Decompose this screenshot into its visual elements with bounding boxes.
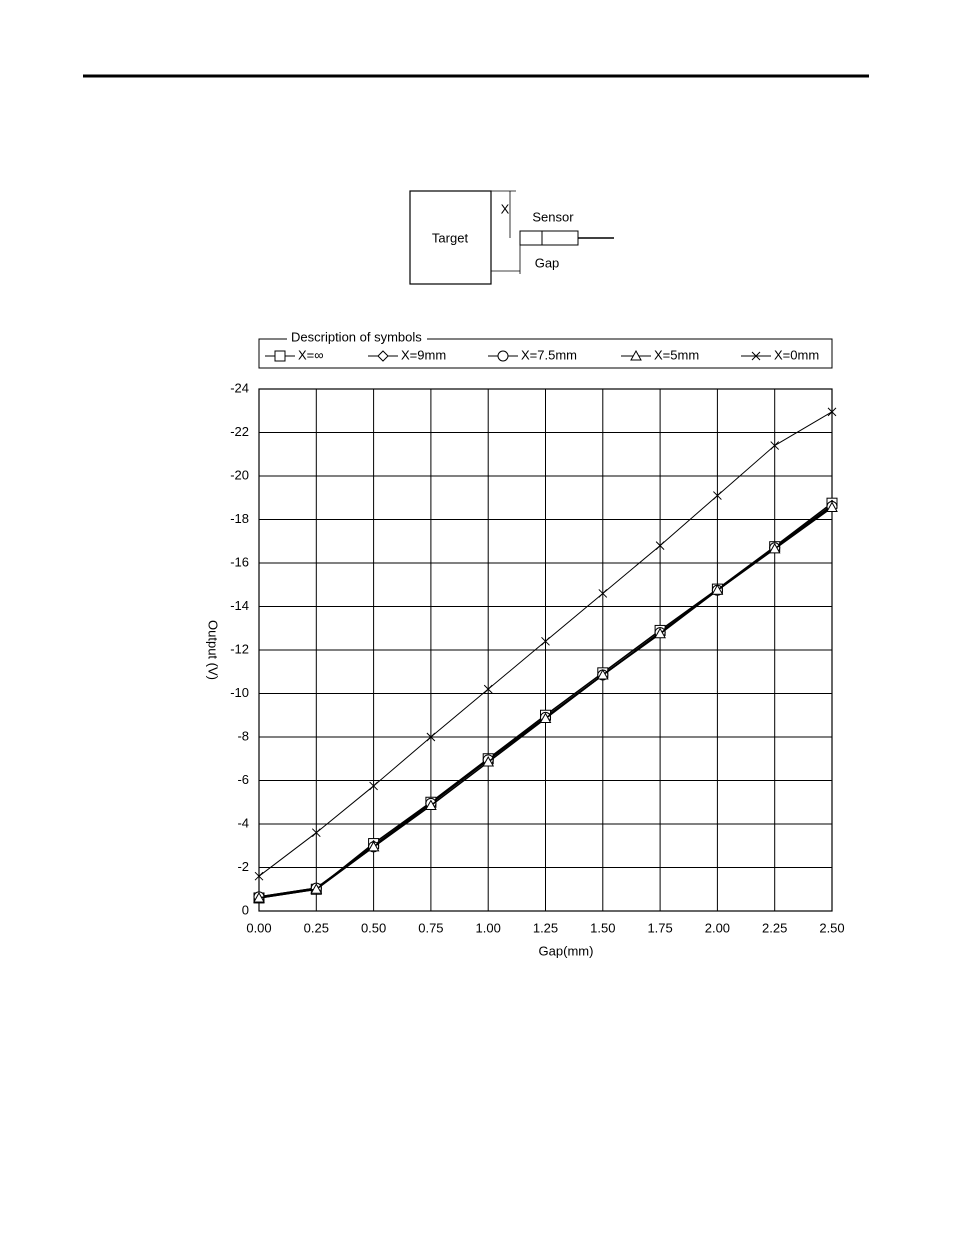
marker — [598, 589, 608, 598]
x-tick-label: 2.25 — [762, 920, 787, 935]
y-tick-label: -14 — [230, 598, 249, 613]
marker — [827, 407, 837, 417]
marker — [654, 627, 666, 639]
marker — [655, 541, 665, 550]
diagram-label: Gap — [535, 255, 560, 270]
marker — [274, 350, 286, 362]
marker — [310, 883, 323, 894]
marker — [377, 350, 389, 362]
y-tick-label: -10 — [230, 685, 249, 700]
marker — [630, 349, 642, 361]
marker — [483, 684, 493, 694]
x-tick-label: 0.50 — [361, 920, 386, 935]
marker — [497, 350, 509, 362]
y-tick-label: -18 — [230, 511, 249, 526]
diagram-label: X — [501, 201, 510, 216]
marker — [253, 891, 265, 903]
y-tick-label: -4 — [237, 815, 249, 830]
x-tick-label: 0.25 — [304, 920, 329, 935]
target-box — [409, 190, 492, 285]
y-tick-label: -16 — [230, 554, 249, 569]
legend-title-bg — [287, 330, 427, 346]
legend-title: Description of symbols — [291, 329, 422, 344]
x-tick-label: 1.50 — [590, 920, 615, 935]
y-tick-label: 0 — [242, 902, 249, 917]
y-axis-label: Output (V) — [206, 620, 221, 680]
x-tick-label: 1.75 — [647, 920, 672, 935]
x-tick-label: 0.00 — [246, 920, 271, 935]
marker — [426, 732, 436, 742]
legend-box — [258, 338, 833, 369]
marker — [541, 636, 550, 646]
y-tick-label: -8 — [237, 728, 249, 743]
marker — [596, 668, 609, 680]
legend-label: X=0mm — [774, 347, 819, 362]
marker — [751, 351, 761, 361]
marker — [311, 828, 321, 838]
legend-label: X=9mm — [401, 347, 446, 362]
y-tick-label: -20 — [230, 467, 249, 482]
y-tick-label: -24 — [230, 380, 249, 395]
y-tick-label: -22 — [230, 424, 249, 439]
marker — [711, 584, 724, 595]
marker — [367, 840, 380, 852]
marker — [539, 712, 552, 724]
x-tick-label: 0.75 — [418, 920, 443, 935]
marker — [713, 491, 722, 500]
diagram-label: Target — [432, 230, 469, 245]
y-tick-label: -2 — [237, 859, 249, 874]
legend-label: X=7.5mm — [521, 347, 577, 362]
diagram — [409, 190, 614, 285]
marker — [768, 542, 781, 554]
plot-frame — [258, 388, 833, 912]
marker — [254, 871, 264, 881]
x-tick-label: 1.25 — [533, 920, 558, 935]
legend-label: X=5mm — [654, 347, 699, 362]
x-tick-label: 2.50 — [819, 920, 844, 935]
marker — [826, 501, 838, 513]
x-axis-label: Gap(mm) — [539, 943, 594, 958]
marker — [369, 781, 378, 791]
y-tick-label: -6 — [237, 772, 249, 787]
marker — [482, 755, 495, 767]
diagram-label: Sensor — [532, 209, 574, 224]
y-tick-label: -12 — [230, 641, 249, 656]
x-tick-label: 2.00 — [705, 920, 730, 935]
sensor-body — [519, 230, 579, 246]
marker — [770, 441, 780, 450]
legend-label: X=∞ — [298, 347, 324, 362]
x-tick-label: 1.00 — [476, 920, 501, 935]
marker — [425, 799, 437, 811]
